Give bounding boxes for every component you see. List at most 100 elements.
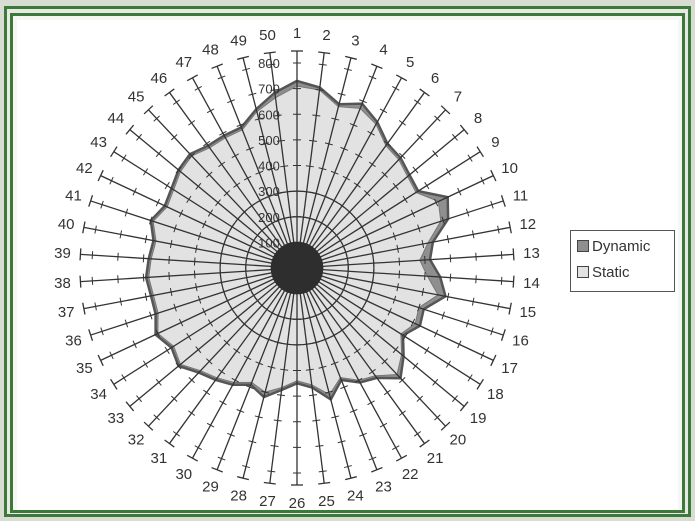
tick-45-7 <box>170 134 178 141</box>
tick-9-8 <box>467 154 473 162</box>
tick-8-6 <box>412 166 419 174</box>
tick-36-7 <box>124 319 129 328</box>
spoke-35 <box>100 267 298 361</box>
tick-13-7 <box>475 252 477 261</box>
spoke-4 <box>296 65 378 269</box>
tick-47-3 <box>256 198 264 203</box>
tick-48-7 <box>227 99 235 104</box>
spoke-44 <box>129 129 298 269</box>
tick-23-6 <box>349 409 358 413</box>
tick-21-5 <box>368 368 376 375</box>
legend-swatch-dynamic <box>577 240 589 252</box>
tick-48-8 <box>217 75 226 80</box>
end-cap-11 <box>500 195 506 207</box>
tick-38-4 <box>193 270 196 279</box>
tick-45-3 <box>241 208 248 216</box>
end-cap-15 <box>508 302 512 315</box>
legend-label-dynamic: Dynamic <box>592 237 651 255</box>
tick-7-5 <box>381 171 388 178</box>
tick-9-6 <box>424 181 430 190</box>
tick-30-7 <box>206 422 215 428</box>
end-cap-42 <box>97 169 104 182</box>
tick-43-6 <box>164 181 170 190</box>
tick-25-5 <box>309 394 318 397</box>
end-cap-24 <box>344 476 357 481</box>
tick-39-5 <box>168 255 170 264</box>
end-cap-19 <box>459 401 469 412</box>
tick-31-5 <box>218 368 226 375</box>
tick-10-6 <box>433 198 439 207</box>
tick-36-6 <box>149 311 153 320</box>
category-label-13: 13 <box>523 245 540 262</box>
tick-4-8 <box>368 75 377 80</box>
tick-18-7 <box>445 360 452 368</box>
end-cap-9 <box>476 146 484 158</box>
category-label-3: 3 <box>351 32 359 49</box>
tick-19-6 <box>412 362 419 370</box>
category-label-49: 49 <box>230 32 247 49</box>
end-cap-2 <box>318 51 331 55</box>
tick-34-5 <box>186 333 192 341</box>
tick-29-8 <box>217 456 226 461</box>
tick-3-4 <box>318 167 327 171</box>
tick-15-8 <box>497 302 500 311</box>
end-cap-5 <box>395 74 408 82</box>
tick-32-5 <box>206 358 213 365</box>
tick-30-3 <box>256 333 264 338</box>
category-label-44: 44 <box>108 110 125 127</box>
category-label-39: 39 <box>54 245 71 262</box>
tick-20-7 <box>416 395 424 402</box>
end-cap-3 <box>344 55 357 60</box>
category-label-10: 10 <box>501 160 518 177</box>
spoke-29 <box>216 267 298 471</box>
tick-10-4 <box>387 220 392 229</box>
spoke-11 <box>296 200 504 269</box>
tick-42-5 <box>178 209 184 218</box>
tick-48-6 <box>236 123 245 127</box>
tick-46-6 <box>203 140 211 147</box>
tick-42-4 <box>202 220 207 229</box>
tick-27-7 <box>270 444 279 447</box>
category-label-35: 35 <box>76 360 93 377</box>
tick-42-8 <box>109 176 114 185</box>
category-label-2: 2 <box>322 27 330 44</box>
tick-10-7 <box>457 187 462 196</box>
tick-38-6 <box>142 273 145 282</box>
tick-31-4 <box>233 348 241 354</box>
tick-39-4 <box>193 257 196 266</box>
category-label-16: 16 <box>512 333 529 350</box>
end-cap-29 <box>211 466 223 473</box>
category-label-42: 42 <box>76 160 93 177</box>
tick-6-3 <box>338 203 346 209</box>
category-label-12: 12 <box>519 216 536 233</box>
category-label-37: 37 <box>58 304 75 321</box>
end-cap-46 <box>164 88 175 97</box>
spoke-3 <box>296 57 352 269</box>
tick-14-8 <box>500 276 503 285</box>
end-cap-14 <box>512 275 515 288</box>
tick-43-5 <box>186 195 192 203</box>
radial-tick-label-300: 300 <box>258 184 280 199</box>
tick-25-6 <box>312 419 321 422</box>
tick-39-7 <box>117 252 119 261</box>
tick-28-5 <box>261 390 270 394</box>
category-label-38: 38 <box>54 275 71 292</box>
tick-3-5 <box>324 142 333 146</box>
tick-2-8 <box>318 63 327 66</box>
spoke-46 <box>168 92 298 269</box>
end-cap-32 <box>143 421 154 431</box>
tick-46-4 <box>233 182 241 188</box>
radial-tick-label-700: 700 <box>258 82 280 97</box>
tick-32-7 <box>170 395 178 402</box>
spoke-38 <box>80 267 298 283</box>
tick-37-3 <box>220 278 223 287</box>
spoke-17 <box>296 267 494 361</box>
tick-24-4 <box>318 365 327 369</box>
tick-47-8 <box>194 85 202 91</box>
tick-30-4 <box>243 355 252 361</box>
tick-39-3 <box>219 259 222 268</box>
end-cap-31 <box>164 439 175 448</box>
tick-45-5 <box>206 171 213 178</box>
tick-27-5 <box>276 394 285 397</box>
end-cap-28 <box>237 476 250 481</box>
